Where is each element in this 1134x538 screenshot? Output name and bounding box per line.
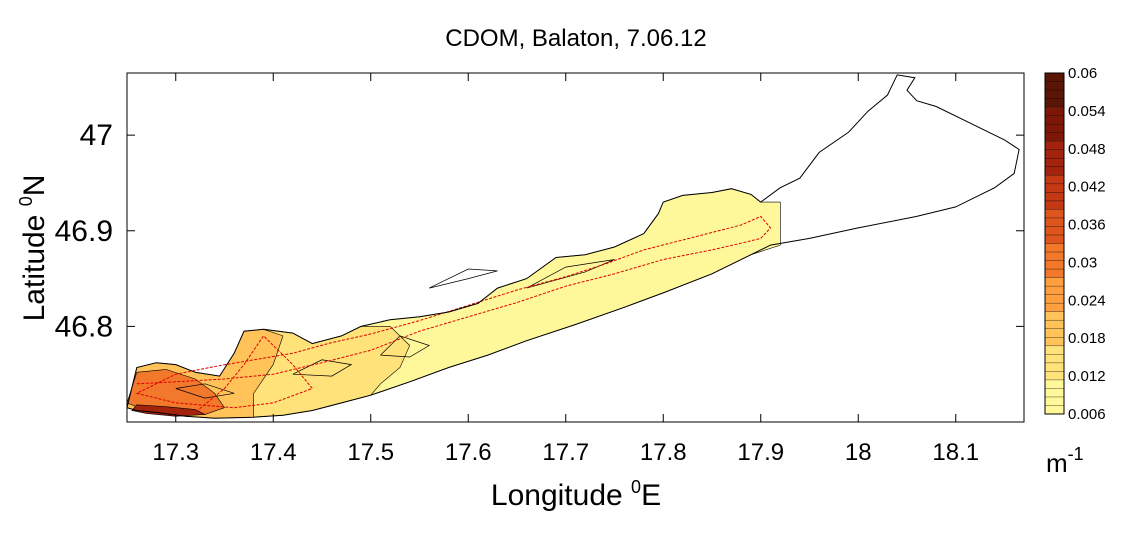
y-axis: 46.8 46.9 47: [55, 119, 1024, 343]
x-tick-label: 17.8: [640, 439, 687, 466]
colorbar-tick-label: 0.03: [1068, 254, 1097, 271]
colorbar-tick-label: 0.048: [1068, 141, 1106, 158]
colorbar-frame: [1044, 72, 1065, 415]
colorbar-tick-label: 0.06: [1068, 65, 1097, 82]
x-tick-label: 17.3: [152, 439, 199, 466]
map-layer: [127, 74, 1020, 419]
x-tick-label: 17.7: [542, 439, 589, 466]
lake-shoreline: [127, 74, 1020, 419]
x-tick-label: 17.5: [347, 439, 394, 466]
y-axis-label: Latitude 0N: [16, 175, 51, 322]
x-axis-label: Longitude 0E: [491, 477, 661, 512]
cdom-zone-4: [131, 404, 207, 417]
colorbar: 0.006 0.012 0.018 0.024 0.03 0.036 0.042 0.048 0…: [1044, 65, 1106, 423]
contour-line-4: [380, 335, 431, 358]
x-tick-label: 18: [845, 439, 872, 466]
y-tick-label: 46.8: [55, 310, 113, 343]
colorbar-tick-label: 0.054: [1068, 103, 1106, 120]
colorbar-tick-label: 0.036: [1068, 217, 1106, 234]
x-axis: 17.3 17.4 17.5 17.6 17.7 17.8 17.9 18 18.1: [152, 73, 979, 466]
colorbar-tick-label: 0.006: [1068, 406, 1106, 423]
y-tick-label: 47: [80, 119, 113, 152]
colorbar-tick-label: 0.018: [1068, 330, 1106, 347]
x-tick-label: 17.9: [737, 439, 784, 466]
x-tick-label: 17.6: [445, 439, 492, 466]
contour-line-3: [175, 383, 235, 399]
colorbar-tick-label: 0.024: [1068, 292, 1106, 309]
chart-title: CDOM, Balaton, 7.06.12: [445, 25, 706, 52]
y-tick-label: 46.9: [55, 215, 113, 248]
colorbar-tick-label: 0.042: [1068, 179, 1106, 196]
x-tick-label: 18.1: [932, 439, 979, 466]
contour-line-0: [429, 268, 498, 289]
x-tick-label: 17.4: [250, 439, 297, 466]
colorbar-unit: m-1: [1046, 444, 1084, 478]
contour-line-1: [526, 259, 615, 289]
colorbar-tick-label: 0.012: [1068, 368, 1106, 385]
